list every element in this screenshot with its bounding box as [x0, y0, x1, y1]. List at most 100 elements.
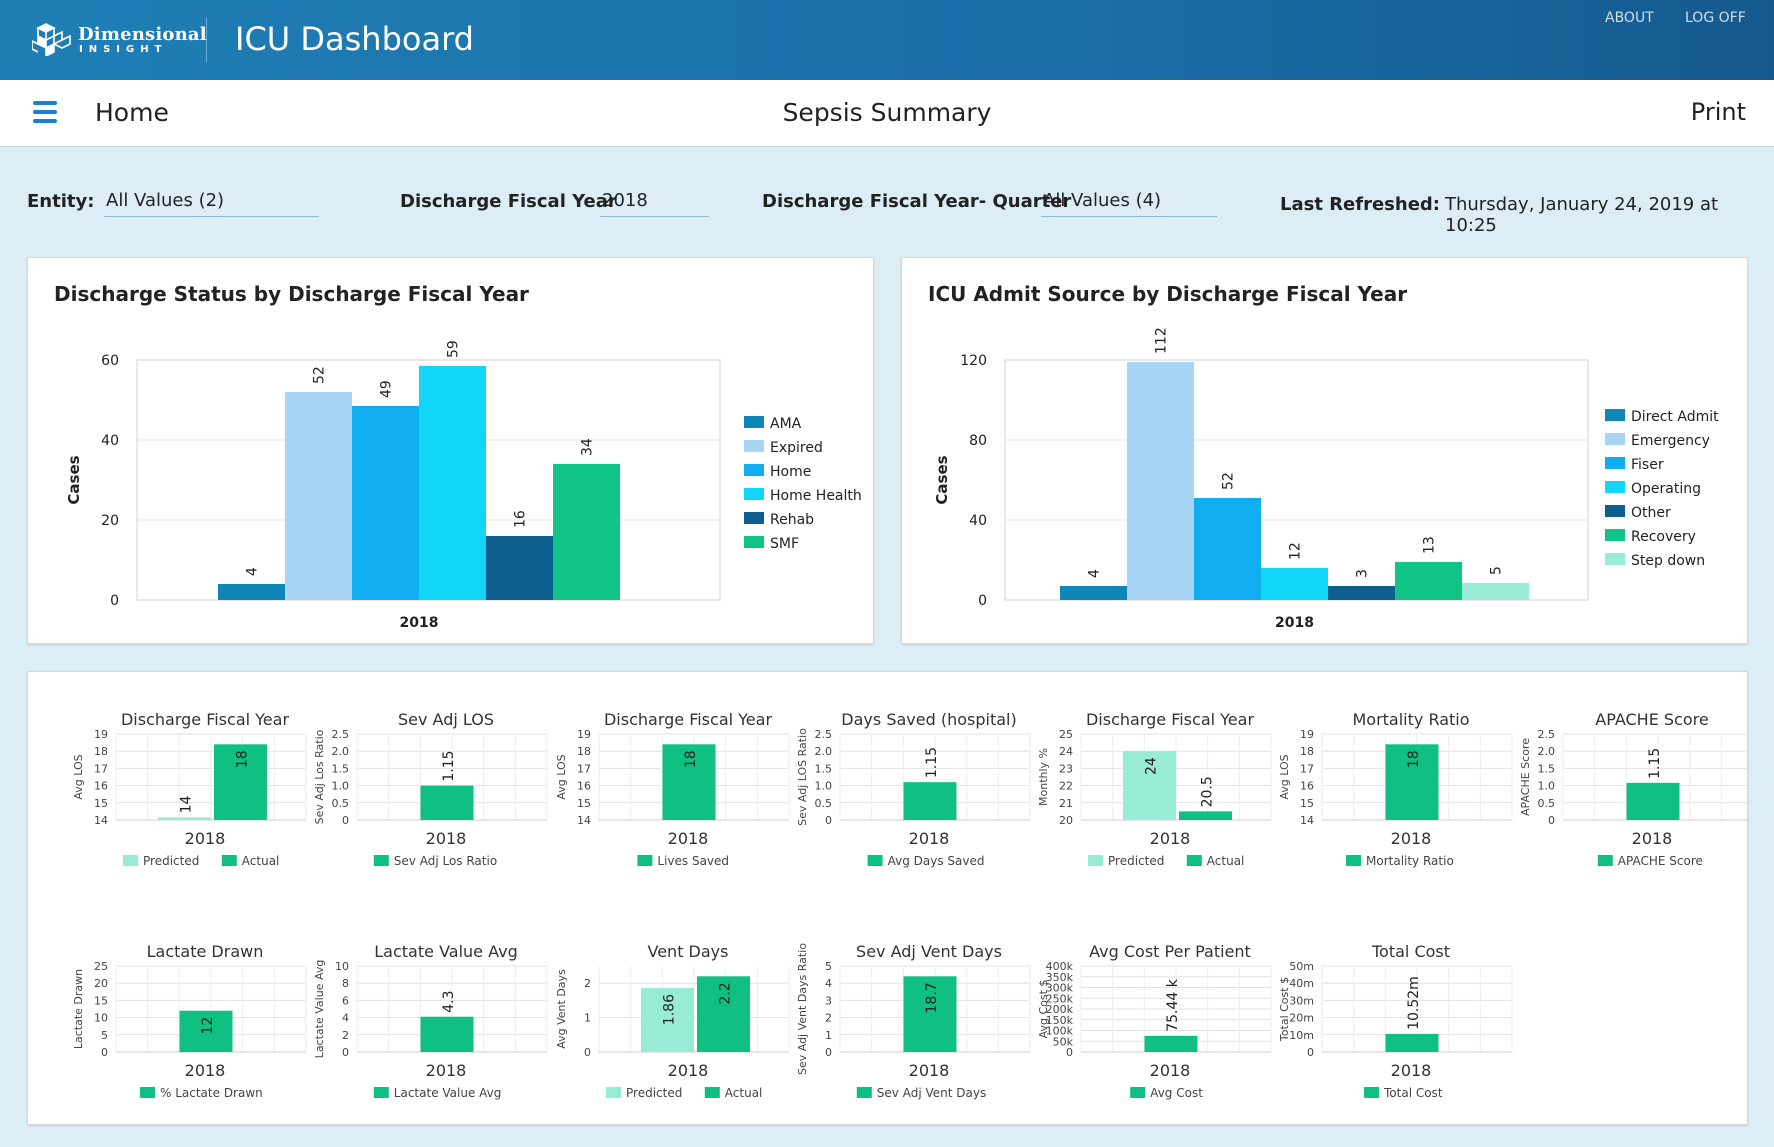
legend-label-direct-admit[interactable]: Direct Admit: [1631, 409, 1719, 425]
legend-swatch-predicted: [606, 1087, 621, 1098]
bar-step-down[interactable]: [1462, 583, 1529, 600]
bar-actual[interactable]: [1179, 811, 1232, 820]
data-label-actual: 18: [235, 750, 251, 768]
legend-label-expired[interactable]: Expired: [770, 440, 823, 456]
fiscal-quarter-select[interactable]: All Values (4): [1041, 190, 1217, 217]
legend-swatch-lactate-drawn: [140, 1087, 155, 1098]
admit-source-chart: 0 40 80 120 Cases 4 112 52 12 3 13 5 2018 Direct Admi…: [933, 327, 1719, 631]
y-tick-label: 10: [335, 960, 349, 973]
bar-smf[interactable]: [553, 464, 620, 600]
legend-label-other[interactable]: Other: [1631, 505, 1671, 521]
bar-total-cost[interactable]: [1385, 1033, 1439, 1052]
logoff-link[interactable]: LOG OFF: [1685, 10, 1746, 26]
y-tick-label: 30m: [1289, 994, 1314, 1007]
legend-label-actual[interactable]: Actual: [725, 1086, 763, 1100]
bar-recovery[interactable]: [1395, 562, 1462, 600]
y-axis-label: Lactate Value Avg: [313, 960, 326, 1059]
legend-label-avg-cost[interactable]: Avg Cost: [1150, 1086, 1203, 1100]
legend-label-predicted[interactable]: Predicted: [626, 1086, 682, 1100]
bar-emergency[interactable]: [1127, 362, 1194, 600]
legend-label-total-cost[interactable]: Total Cost: [1383, 1086, 1443, 1100]
bar-predicted[interactable]: [641, 988, 694, 1052]
bar-operating[interactable]: [1261, 568, 1328, 600]
legend-label-operating[interactable]: Operating: [1631, 481, 1701, 497]
y-tick-label: 5: [825, 960, 832, 973]
bar-fiser[interactable]: [1194, 498, 1261, 600]
bar-sev-adj-vent-days[interactable]: [903, 976, 957, 1052]
bar-avg-cost[interactable]: [1144, 1035, 1198, 1052]
hamburger-menu-icon[interactable]: [33, 101, 57, 123]
y-tick-label: 2: [584, 977, 591, 990]
data-label-actual: 20.5: [1200, 776, 1216, 807]
data-label-predicted: 1.86: [662, 994, 678, 1025]
y-tick-label: 0: [1548, 814, 1555, 827]
print-button[interactable]: Print: [1690, 98, 1746, 126]
y-tick-label: 0: [825, 1046, 832, 1059]
y-axis-label: Sev Adj Los Ratio: [313, 729, 326, 824]
bar-mortality-ratio[interactable]: [1385, 744, 1439, 820]
fiscal-year-select[interactable]: 2018: [600, 190, 709, 217]
bar-actual[interactable]: [214, 744, 267, 820]
y-tick-label: 1: [825, 1029, 832, 1042]
discharge-fy-lives-chart: Discharge Fiscal Year 14 15 16 17 18 19 Avg LOS…: [555, 710, 790, 868]
legend-label-fiser[interactable]: Fiser: [1631, 457, 1664, 473]
legend-label-home-health[interactable]: Home Health: [770, 488, 862, 504]
legend-label-predicted[interactable]: Predicted: [143, 854, 199, 868]
y-tick-label: 300k: [1046, 982, 1074, 995]
y-tick-label: 0: [342, 814, 349, 827]
legend-label-lactate-value-avg[interactable]: Lactate Value Avg: [394, 1086, 502, 1100]
legend-label-actual[interactable]: Actual: [1207, 854, 1245, 868]
bar-predicted[interactable]: [158, 817, 211, 820]
bar-apache-score[interactable]: [1626, 782, 1680, 820]
legend-label-avg-days-saved[interactable]: Avg Days Saved: [888, 854, 985, 868]
bar-home-health[interactable]: [419, 366, 486, 600]
y-tick-label: 2.5: [332, 728, 350, 741]
legend-label-actual[interactable]: Actual: [242, 854, 280, 868]
legend-label-lactate-drawn[interactable]: % Lactate Drawn: [160, 1086, 263, 1100]
legend-label-recovery[interactable]: Recovery: [1631, 529, 1696, 545]
legend-label-predicted[interactable]: Predicted: [1108, 854, 1164, 868]
legend-label-lives-saved[interactable]: Lives Saved: [657, 854, 729, 868]
y-tick-label: 10m: [1289, 1029, 1314, 1042]
legend-label-rehab[interactable]: Rehab: [770, 512, 814, 528]
data-label-mortality-ratio: 18: [1406, 750, 1422, 768]
bar-lactate-drawn[interactable]: [179, 1010, 233, 1052]
home-link[interactable]: Home: [95, 98, 169, 127]
data-label-predicted: 24: [1144, 757, 1160, 775]
bar-actual[interactable]: [697, 976, 750, 1052]
y-tick-label: 20: [101, 513, 119, 529]
bar-expired[interactable]: [285, 392, 352, 600]
y-tick-label: 0.5: [1538, 797, 1556, 810]
y-tick-label: 19: [94, 728, 108, 741]
legend-swatch-home: [744, 464, 764, 476]
entity-select[interactable]: All Values (2): [104, 190, 319, 217]
bar-direct-admit[interactable]: [1060, 586, 1127, 600]
y-tick-label: 3: [825, 994, 832, 1007]
bar-sev-adj-los-ratio[interactable]: [420, 785, 474, 820]
about-link[interactable]: ABOUT: [1605, 10, 1654, 26]
bar-lactate-value-avg[interactable]: [420, 1016, 474, 1052]
legend-label-emergency[interactable]: Emergency: [1631, 433, 1710, 449]
bar-rehab[interactable]: [486, 536, 553, 600]
bar-avg-days-saved[interactable]: [903, 782, 957, 820]
y-tick-label: 18: [1300, 745, 1314, 758]
y-axis-label: Sev Adj LOS Ratio: [796, 728, 809, 826]
legend-label-sev-adj-los-ratio[interactable]: Sev Adj Los Ratio: [394, 854, 497, 868]
bar-predicted[interactable]: [1123, 751, 1176, 820]
y-tick-label: 0.5: [332, 797, 350, 810]
y-tick-label: 16: [1300, 780, 1314, 793]
total-cost-chart: Total Cost 0 10m 20m 30m 40m 50m Total Cost $ 10…: [1278, 942, 1513, 1100]
bar-ama[interactable]: [218, 584, 285, 600]
legend-label-smf[interactable]: SMF: [770, 536, 799, 552]
bar-lives-saved[interactable]: [662, 744, 716, 820]
dimensional-insight-logo[interactable]: Dimensional INSIGHT: [32, 20, 207, 60]
bar-other[interactable]: [1328, 586, 1395, 600]
legend-swatch-fiser: [1605, 457, 1625, 469]
legend-label-step-down[interactable]: Step down: [1631, 553, 1705, 569]
bar-home[interactable]: [352, 406, 419, 600]
legend-label-mortality-ratio[interactable]: Mortality Ratio: [1366, 854, 1454, 868]
legend-label-apache-score[interactable]: APACHE Score: [1618, 854, 1703, 868]
legend-label-ama[interactable]: AMA: [770, 416, 802, 432]
legend-label-sev-adj-vent-days[interactable]: Sev Adj Vent Days: [877, 1086, 986, 1100]
legend-label-home[interactable]: Home: [770, 464, 811, 480]
